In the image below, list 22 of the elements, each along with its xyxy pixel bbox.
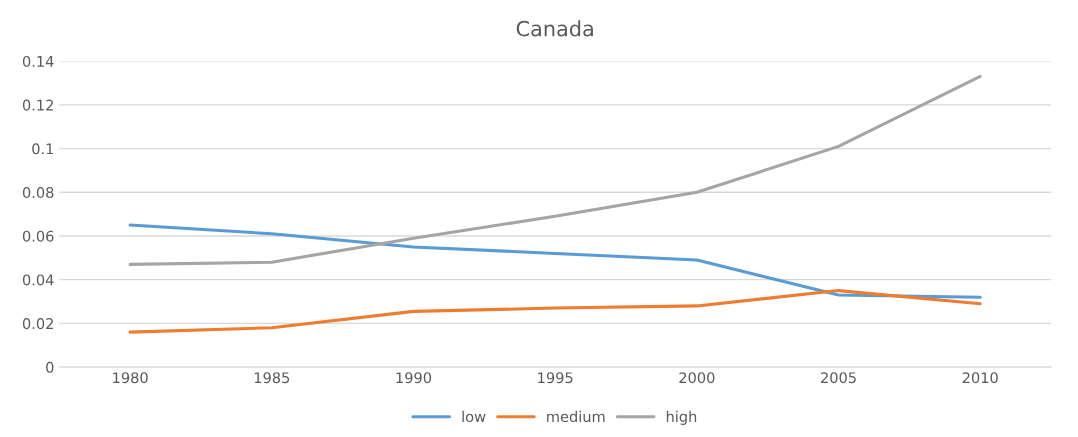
x-tick-label: 1980 [113,372,148,384]
legend-label: low [462,410,486,423]
legend-label: high [666,410,697,425]
chart-title: Canada [516,20,593,37]
y-tick-label: 0.08 [22,187,54,199]
y-tick-label: 0.12 [22,99,53,111]
y-tick-label: 0.14 [22,55,54,67]
line-series [128,223,982,299]
x-tick-label: 2010 [962,372,998,384]
x-tick-label: 2005 [821,372,856,384]
y-tick-label: 0.06 [22,230,54,242]
legend-label: medium [547,410,605,423]
y-tick-label: 0 [46,361,54,373]
x-tick-label: 1990 [396,372,432,384]
y-tick-label: 0.04 [22,274,54,286]
x-tick-label: 1985 [254,372,290,384]
x-tick-label: 2000 [679,372,715,384]
y-tick-label: 0.1 [32,143,54,155]
line-series [128,289,982,334]
x-tick-label: 1995 [538,372,573,384]
line-series [128,74,982,266]
y-tick-label: 0.02 [22,318,53,330]
